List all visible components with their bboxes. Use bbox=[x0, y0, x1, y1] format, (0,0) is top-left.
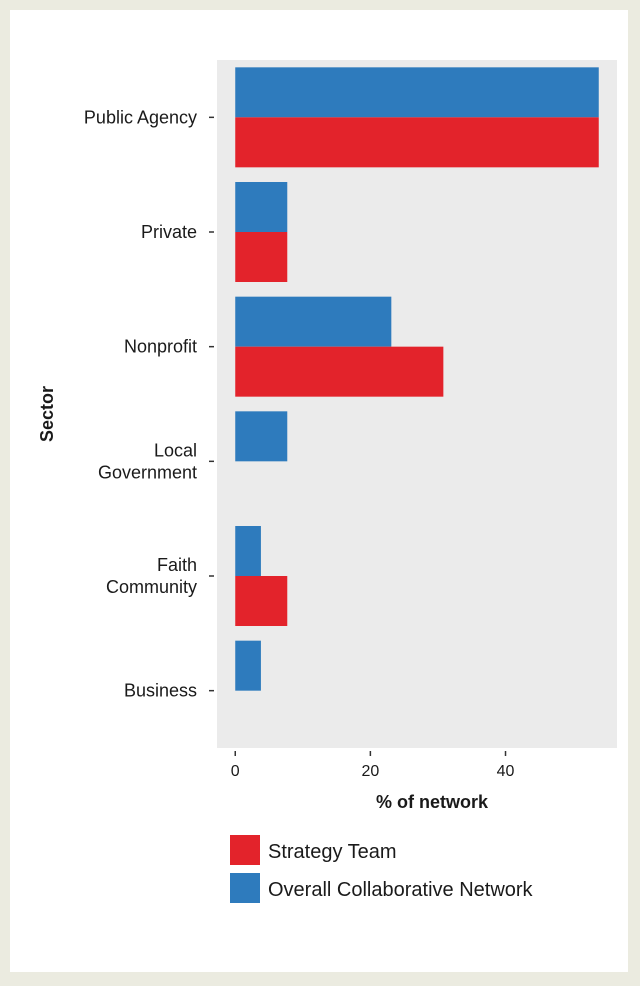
bar-strategy-team-private bbox=[235, 232, 288, 282]
bar-overall-network-local-government bbox=[235, 411, 288, 462]
legend-label: Overall Collaborative Network bbox=[268, 879, 534, 901]
bar-overall-network-business bbox=[235, 640, 261, 691]
y-tick-label: Local Government bbox=[98, 440, 197, 482]
plot-panel bbox=[217, 60, 617, 748]
legend-label: Strategy Team bbox=[268, 841, 397, 863]
y-axis-title: Sector bbox=[37, 386, 57, 442]
figure-card: Public Agency Private Nonprofit Local Govern… bbox=[10, 10, 628, 972]
x-tick-label: 20 bbox=[361, 763, 379, 780]
legend-swatch-overall-collaborative-network bbox=[230, 873, 260, 903]
x-axis-title: % of network bbox=[376, 792, 489, 812]
bar-strategy-team-nonprofit bbox=[235, 346, 444, 397]
bar-overall-network-nonprofit bbox=[235, 296, 392, 347]
bars-group bbox=[235, 67, 599, 691]
bar-strategy-team-faith-community bbox=[235, 576, 288, 626]
bar-overall-network-private bbox=[235, 182, 288, 232]
y-tick-label: Private bbox=[141, 222, 197, 242]
bar-strategy-team-public-agency bbox=[235, 117, 599, 168]
y-tick-label: Business bbox=[124, 681, 197, 701]
y-tick-label: Faith Community bbox=[106, 555, 197, 597]
x-tick-label: 0 bbox=[231, 763, 240, 780]
bar-overall-network-public-agency bbox=[235, 67, 599, 118]
legend: Strategy Team Overall Collaborative Netwo… bbox=[230, 835, 534, 903]
bar-overall-network-faith-community bbox=[235, 526, 261, 576]
y-axis: Public Agency Private Nonprofit Local Govern… bbox=[84, 107, 214, 701]
y-tick-label: Nonprofit bbox=[124, 337, 197, 357]
x-axis: 0 20 40 bbox=[231, 751, 515, 780]
bar-chart: Public Agency Private Nonprofit Local Govern… bbox=[37, 60, 617, 903]
y-tick-label: Public Agency bbox=[84, 107, 197, 127]
x-tick-label: 40 bbox=[497, 763, 515, 780]
legend-swatch-strategy-team bbox=[230, 835, 260, 865]
